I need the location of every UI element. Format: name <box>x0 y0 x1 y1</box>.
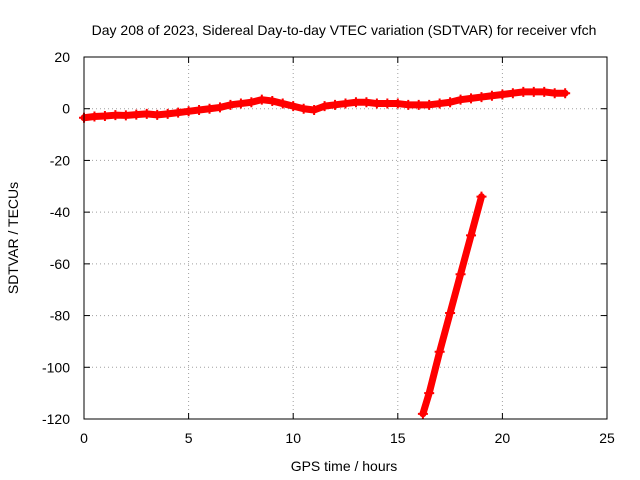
data-point <box>455 94 466 105</box>
y-tick-label: -80 <box>50 308 70 324</box>
x-tick-label: 5 <box>185 430 193 446</box>
data-point <box>424 388 435 399</box>
x-tick-label: 0 <box>80 430 88 446</box>
data-point <box>131 109 142 120</box>
data-point <box>424 99 435 110</box>
data-series-1 <box>79 86 571 123</box>
data-point <box>110 110 121 121</box>
x-tick-label: 20 <box>495 430 511 446</box>
y-tick-label: -100 <box>42 359 70 375</box>
chart-title: Day 208 of 2023, Sidereal Day-to-day VTE… <box>92 22 597 38</box>
data-point <box>298 103 309 114</box>
data-point <box>99 110 110 121</box>
data-point <box>382 98 393 109</box>
data-point <box>371 98 382 109</box>
y-tick-label: 20 <box>54 49 70 65</box>
data-point <box>309 105 320 116</box>
data-point <box>256 94 267 105</box>
data-point <box>528 86 539 97</box>
data-point <box>225 99 236 110</box>
data-point <box>476 191 487 202</box>
data-point <box>277 98 288 109</box>
data-series-2 <box>417 191 487 419</box>
data-point <box>445 307 456 318</box>
data-point <box>340 98 351 109</box>
data-point <box>204 103 215 114</box>
data-point <box>518 86 529 97</box>
data-point <box>183 106 194 117</box>
data-point <box>162 108 173 119</box>
y-tick-label: -20 <box>50 152 70 168</box>
data-point <box>417 408 428 419</box>
series-trace <box>419 193 485 418</box>
x-tick-label: 15 <box>390 430 406 446</box>
data-marks <box>79 86 571 419</box>
y-tick-label: 0 <box>62 101 70 117</box>
data-point <box>466 230 477 241</box>
data-point <box>246 97 257 108</box>
x-tick-label: 25 <box>599 430 615 446</box>
y-axis-label: SDTVAR / TECUs <box>5 182 21 294</box>
data-point <box>549 88 560 99</box>
plot-frame <box>83 56 608 420</box>
data-point <box>434 98 445 109</box>
y-tick-label: -120 <box>42 411 70 427</box>
data-point <box>267 95 278 106</box>
data-point <box>152 109 163 120</box>
data-point <box>361 97 372 108</box>
data-point <box>214 102 225 113</box>
data-point <box>560 88 571 99</box>
data-point <box>194 105 205 116</box>
data-point <box>434 346 445 357</box>
data-point <box>319 101 330 112</box>
x-axis-label: GPS time / hours <box>291 458 398 474</box>
data-point <box>476 92 487 103</box>
data-point <box>288 101 299 112</box>
data-point <box>403 99 414 110</box>
grid-lines <box>84 57 607 419</box>
data-point <box>507 88 518 99</box>
data-point <box>392 98 403 109</box>
data-point <box>413 99 424 110</box>
data-point <box>497 89 508 100</box>
data-point <box>173 107 184 118</box>
data-point <box>350 97 361 108</box>
data-point <box>455 269 466 280</box>
data-point <box>141 108 152 119</box>
data-point <box>89 111 100 122</box>
axis-ticks: 0 5 10 15 20 25 -120 -100 -80 -60 -40 -20 0 20 <box>42 49 615 446</box>
data-point <box>466 93 477 104</box>
x-tick-label: 10 <box>285 430 301 446</box>
data-point <box>539 86 550 97</box>
y-tick-label: -60 <box>50 256 70 272</box>
y-tick-label: -40 <box>50 204 70 220</box>
data-point <box>486 90 497 101</box>
data-point <box>120 110 131 121</box>
data-point <box>445 97 456 108</box>
data-point <box>235 98 246 109</box>
data-point <box>330 99 341 110</box>
